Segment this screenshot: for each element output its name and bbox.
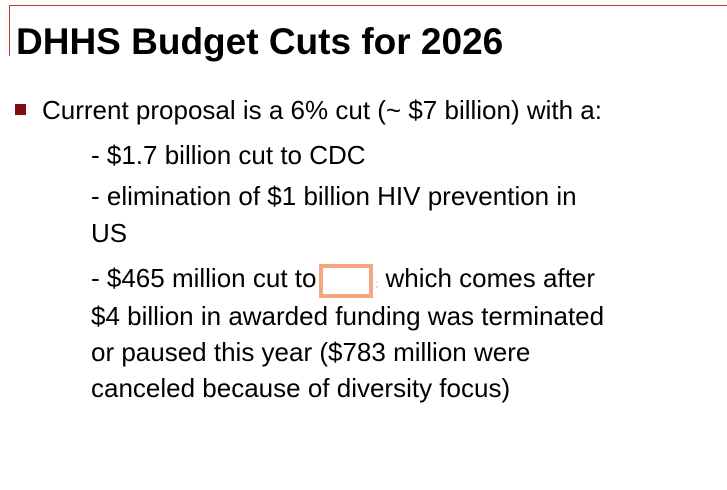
main-bullet: Current proposal is a 6% cut (~ $7 billi… bbox=[14, 92, 724, 128]
slide-title: DHHS Budget Cuts for 2026 bbox=[16, 21, 504, 62]
sub-item-hiv-line-2: US bbox=[91, 218, 128, 248]
sub-item-nih-line-2: $4 billion in awarded funding was termin… bbox=[91, 301, 605, 331]
sub-item-nih-line-1: - $465 million cut to; which comes after bbox=[91, 260, 595, 304]
sub-item-hiv-line-1: - elimination of $1 billion HIV preventi… bbox=[91, 181, 577, 211]
sub-item-cdc: - $1.7 billion cut to CDC bbox=[91, 140, 366, 170]
sub-item-nih-line-4: canceled because of diversity focus) bbox=[91, 373, 511, 403]
sub-item-nih-prefix: - $465 million cut to bbox=[91, 263, 317, 293]
sub-item-nih-suffix: which comes after bbox=[378, 263, 595, 293]
redaction-box bbox=[319, 264, 374, 298]
sub-item-nih-semicolon: ; bbox=[375, 279, 379, 290]
sub-item-nih-line-3: or paused this year ($783 million were bbox=[91, 337, 531, 367]
slide-frame-line bbox=[9, 5, 727, 56]
square-bullet-icon bbox=[15, 104, 26, 115]
main-bullet-text: Current proposal is a 6% cut (~ $7 billi… bbox=[42, 95, 602, 125]
